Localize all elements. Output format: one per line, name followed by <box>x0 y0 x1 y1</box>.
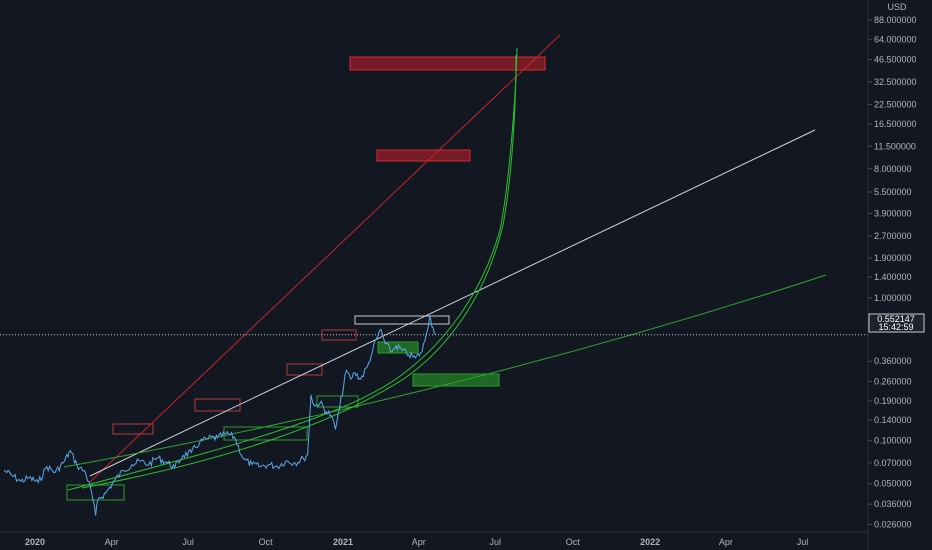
y-tick-label: 0.360000 <box>874 356 912 366</box>
current-price-time: 15:42:59 <box>878 322 913 332</box>
target-zone-mid[interactable] <box>376 149 471 162</box>
y-tick-label: 2.700000 <box>874 231 912 241</box>
white-trendline[interactable] <box>89 129 816 477</box>
y-tick-label: 0.260000 <box>874 376 912 386</box>
currency-label: USD <box>887 2 907 12</box>
green-parabolic-curve-outer[interactable] <box>67 47 518 491</box>
y-tick-label: 1.000000 <box>874 293 912 303</box>
y-tick-label: 0.036000 <box>874 499 912 509</box>
resistance-box[interactable] <box>286 363 323 376</box>
x-tick-label: 2020 <box>25 537 45 547</box>
x-tick-label: 2021 <box>333 537 353 547</box>
x-tick-label: Jul <box>797 537 809 547</box>
y-tick-label: 0.140000 <box>874 415 912 425</box>
x-tick-label: Jul <box>490 537 502 547</box>
resistance-box[interactable] <box>194 398 241 412</box>
time-axis[interactable]: 2020 Apr Jul Oct 2021 Apr Jul Oct 2022 Apr Jul <box>25 537 808 547</box>
y-tick-label: 0.100000 <box>874 436 912 446</box>
current-price-value: 0.552147 <box>877 314 915 324</box>
resistance-box[interactable] <box>112 423 154 435</box>
y-tick-label: 22.500000 <box>874 100 917 110</box>
x-tick-label: Oct <box>259 537 274 547</box>
support-box[interactable] <box>316 395 359 408</box>
price-axis[interactable]: USD 88.000000 64.000000 46.500000 32.500000… <box>868 2 917 529</box>
green-long-term-curve[interactable] <box>63 274 827 468</box>
current-price-label-box <box>868 313 925 333</box>
green-parabolic-curve-inner[interactable] <box>81 54 517 489</box>
buy-zone[interactable] <box>412 373 500 387</box>
y-tick-label: 1.900000 <box>874 253 912 263</box>
red-trendline[interactable] <box>89 34 561 483</box>
x-tick-label: 2022 <box>640 537 660 547</box>
y-tick-label: 16.500000 <box>874 119 917 129</box>
x-tick-label: Apr <box>412 537 426 547</box>
plot-area <box>3 316 436 516</box>
y-tick-label: 3.900000 <box>874 208 912 218</box>
y-tick-label: 64.000000 <box>874 35 917 45</box>
x-tick-label: Jul <box>182 537 194 547</box>
y-tick-label: 0.190000 <box>874 396 912 406</box>
current-price-label: 0.552147 15:42:59 <box>868 313 925 333</box>
y-tick-label: 0.070000 <box>874 458 912 468</box>
range-box[interactable] <box>354 315 450 325</box>
y-tick-label: 5.500000 <box>874 187 912 197</box>
y-tick-label: 11.500000 <box>874 141 916 151</box>
y-tick-label: 0.026000 <box>874 519 912 529</box>
target-zone-upper[interactable] <box>349 56 546 71</box>
x-tick-label: Apr <box>105 537 119 547</box>
y-tick-label: 32.500000 <box>874 77 917 87</box>
price-series-line <box>3 316 436 516</box>
y-tick-label: 46.500000 <box>874 55 917 65</box>
x-tick-label: Oct <box>566 537 581 547</box>
y-tick-label: 88.000000 <box>874 15 917 25</box>
y-tick-label: 0.050000 <box>874 479 912 489</box>
drawings-layer <box>63 34 827 501</box>
y-tick-label: 8.000000 <box>874 164 912 174</box>
x-tick-label: Apr <box>719 537 733 547</box>
y-tick-label: 1.400000 <box>874 272 912 282</box>
